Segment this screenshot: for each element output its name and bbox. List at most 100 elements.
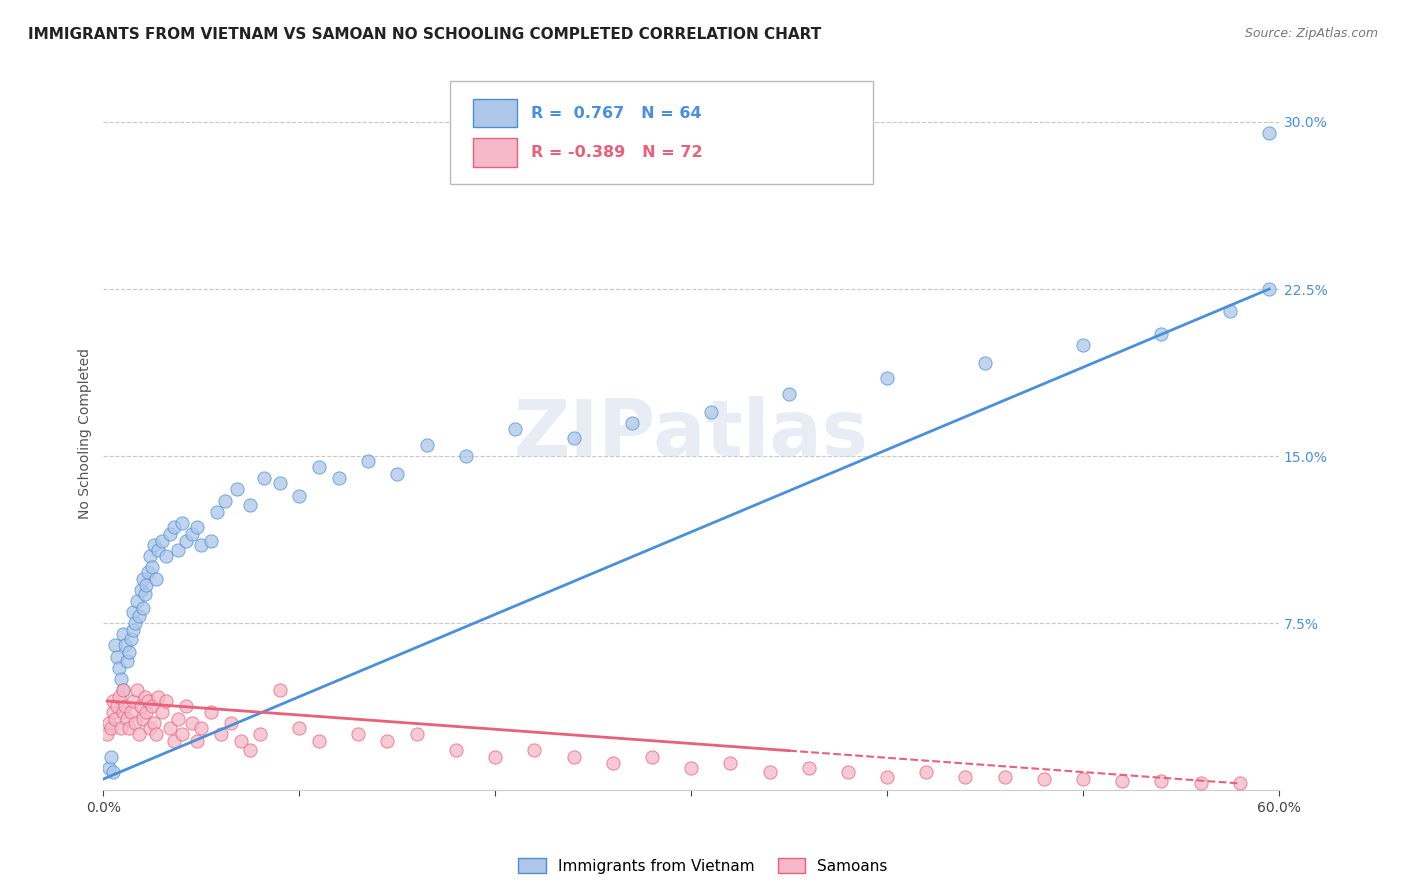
Point	[454, 449, 477, 463]
Point	[98, 761, 121, 775]
Point	[148, 690, 170, 704]
Point	[139, 549, 162, 564]
Point	[139, 721, 162, 735]
Point	[150, 705, 173, 719]
Point	[143, 716, 166, 731]
Point	[190, 721, 212, 735]
Point	[118, 645, 141, 659]
FancyBboxPatch shape	[472, 138, 517, 167]
Point	[105, 698, 128, 713]
Point	[150, 533, 173, 548]
Point	[121, 694, 143, 708]
Point	[1219, 304, 1241, 318]
Point	[347, 727, 370, 741]
Point	[621, 416, 644, 430]
Point	[778, 386, 800, 401]
Point	[129, 698, 152, 713]
Point	[124, 616, 146, 631]
Point	[111, 705, 134, 719]
Point	[135, 705, 157, 719]
Text: R = -0.389   N = 72: R = -0.389 N = 72	[531, 145, 703, 160]
Point	[186, 734, 208, 748]
Point	[1229, 776, 1251, 790]
Point	[125, 682, 148, 697]
Point	[134, 690, 156, 704]
Point	[239, 743, 262, 757]
Point	[180, 716, 202, 731]
Point	[96, 727, 118, 741]
Point	[758, 765, 780, 780]
Point	[205, 505, 228, 519]
Point	[101, 705, 124, 719]
Point	[111, 627, 134, 641]
Point	[125, 594, 148, 608]
Point	[128, 609, 150, 624]
Point	[155, 694, 177, 708]
Point	[562, 431, 585, 445]
Point	[98, 716, 121, 731]
Point	[163, 520, 186, 534]
Point	[100, 749, 122, 764]
Point	[269, 682, 291, 697]
Point	[174, 533, 197, 548]
Point	[229, 734, 252, 748]
Point	[387, 467, 409, 481]
Point	[104, 712, 127, 726]
Point	[186, 520, 208, 534]
Point	[108, 690, 131, 704]
Point	[174, 698, 197, 713]
Point	[377, 734, 399, 748]
Point	[100, 721, 122, 735]
Point	[115, 712, 138, 726]
Point	[602, 756, 624, 771]
Point	[155, 549, 177, 564]
Point	[131, 572, 153, 586]
Point	[209, 727, 232, 741]
Point	[837, 765, 859, 780]
Point	[444, 743, 467, 757]
Point	[562, 749, 585, 764]
Point	[131, 712, 153, 726]
Point	[405, 727, 427, 741]
Point	[357, 453, 380, 467]
Point	[104, 639, 127, 653]
Text: IMMIGRANTS FROM VIETNAM VS SAMOAN NO SCHOOLING COMPLETED CORRELATION CHART: IMMIGRANTS FROM VIETNAM VS SAMOAN NO SCH…	[28, 27, 821, 42]
Point	[219, 716, 242, 731]
Point	[110, 672, 132, 686]
Point	[138, 694, 160, 708]
Point	[700, 404, 723, 418]
Point	[994, 770, 1017, 784]
Point	[121, 623, 143, 637]
Text: ZIPatlas: ZIPatlas	[513, 396, 869, 472]
Legend: Immigrants from Vietnam, Samoans: Immigrants from Vietnam, Samoans	[512, 852, 894, 880]
Point	[105, 649, 128, 664]
Point	[134, 587, 156, 601]
Point	[239, 498, 262, 512]
Point	[269, 475, 291, 490]
Point	[108, 660, 131, 674]
Point	[308, 734, 330, 748]
Point	[523, 743, 546, 757]
Point	[115, 654, 138, 668]
Point	[681, 761, 703, 775]
Point	[166, 542, 188, 557]
Y-axis label: No Schooling Completed: No Schooling Completed	[79, 348, 93, 519]
Point	[131, 600, 153, 615]
Point	[288, 489, 311, 503]
Point	[1258, 126, 1281, 140]
Point	[166, 712, 188, 726]
Point	[114, 698, 136, 713]
Point	[120, 632, 142, 646]
Point	[110, 721, 132, 735]
Point	[484, 749, 506, 764]
Point	[308, 460, 330, 475]
Point	[225, 483, 247, 497]
Point	[145, 727, 167, 741]
Point	[111, 682, 134, 697]
Point	[101, 694, 124, 708]
Point	[141, 698, 163, 713]
Point	[111, 682, 134, 697]
Point	[159, 721, 181, 735]
Point	[974, 355, 997, 369]
Point	[148, 542, 170, 557]
